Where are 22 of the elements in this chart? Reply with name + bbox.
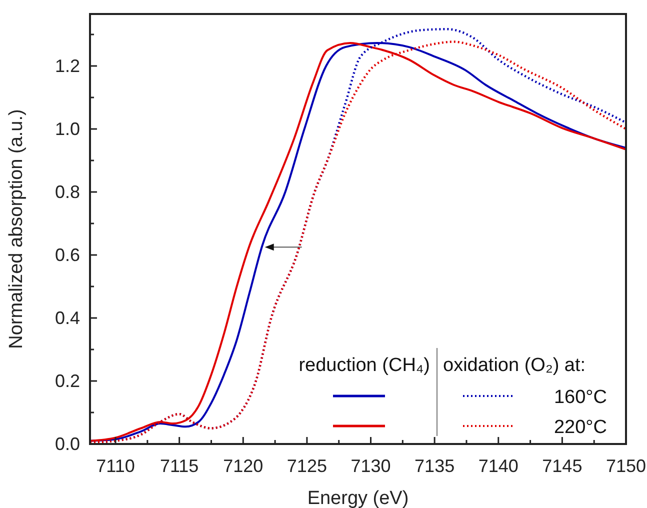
y-tick-label: 0.8	[54, 182, 80, 202]
y-tick-label: 1.0	[54, 118, 80, 139]
annotation: reduction (CH₄)	[298, 355, 430, 376]
y-tick-label: 0.0	[54, 434, 80, 454]
y-tick-label: 0.4	[54, 308, 80, 328]
x-tick-label: 7110	[96, 456, 135, 476]
x-tick-label: 7145	[542, 456, 582, 476]
y-tick-label: 1.2	[54, 56, 80, 76]
legend-label: 220°C	[554, 417, 607, 438]
x-tick-label: 7120	[223, 456, 264, 476]
x-tick-label: 7150	[606, 456, 646, 476]
annotation: oxidation (O₂) at:	[443, 355, 586, 376]
x-tick-label: 7125	[286, 456, 327, 476]
x-tick-label: 7140	[478, 456, 518, 476]
legend-label: 160°C	[554, 387, 607, 408]
y-tick-label: 0.2	[54, 370, 80, 391]
x-tick-label: 7115	[160, 456, 199, 476]
x-tick-label: 7135	[414, 456, 455, 476]
x-tick-label: 7130	[350, 456, 391, 476]
x-axis-title: Energy (eV)	[307, 488, 409, 508]
y-tick-label: 0.6	[54, 244, 80, 265]
y-axis-title: Normalized absorption (a.u.)	[6, 109, 27, 349]
